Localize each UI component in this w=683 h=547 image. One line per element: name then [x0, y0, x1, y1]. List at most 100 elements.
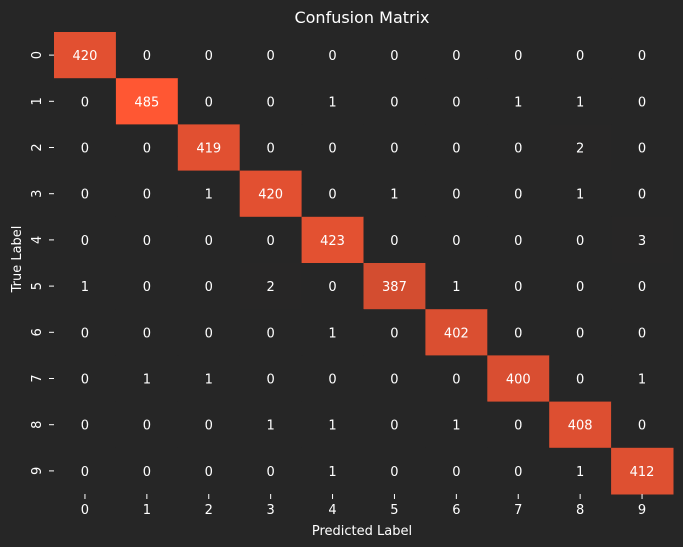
cell-value-label: 1 [205, 373, 213, 388]
cell-value-label: 0 [390, 142, 398, 157]
cell-value-label: 1 [514, 95, 522, 110]
heatmap-cell [54, 78, 117, 125]
x-tick-label: 8 [576, 503, 584, 518]
heatmap-cells [54, 32, 674, 495]
cell-value-label: 1 [576, 465, 584, 480]
heatmap-cell-labels: 420 0 0 0 0 0 0 0 0 0 0 485 0 0 1 0 0 1 1 0 0 0 419 0 0 0 0 0 2 0 0 0 1 4… [73, 49, 655, 480]
y-tick-label: 0 [30, 51, 45, 59]
cell-value-label: 0 [205, 95, 213, 110]
heatmap-cell [549, 32, 612, 79]
x-tick-label: 0 [81, 503, 89, 518]
cell-value-label: 0 [452, 465, 460, 480]
cell-value-label: 1 [143, 373, 151, 388]
cell-value-label: 0 [328, 280, 336, 295]
heatmap-cell [611, 32, 674, 79]
cell-value-label: 420 [73, 49, 98, 64]
cell-value-label: 0 [143, 280, 151, 295]
heatmap-cell [425, 78, 488, 125]
cell-value-label: 400 [506, 373, 531, 388]
heatmap-cell [54, 170, 117, 218]
heatmap-cell [487, 124, 550, 172]
cell-value-label: 0 [267, 49, 275, 64]
heatmap-cell [611, 309, 674, 356]
heatmap-cell [487, 263, 550, 310]
heatmap-cell [177, 447, 241, 495]
cell-value-label: 0 [205, 326, 213, 341]
heatmap-cell [425, 309, 488, 356]
cell-value-label: 0 [576, 280, 584, 295]
cell-value-label: 0 [452, 373, 460, 388]
cell-value-label: 1 [452, 280, 460, 295]
heatmap-cell [363, 216, 426, 264]
heatmap-cell [301, 401, 364, 449]
y-tick-label: 2 [30, 143, 45, 151]
cell-value-label: 0 [267, 234, 275, 249]
heatmap-cell [115, 355, 179, 403]
y-axis-ticks: 0 1 2 3 4 5 6 7 8 9 [30, 51, 54, 475]
y-tick-label: 1 [30, 97, 45, 105]
heatmap-cell [54, 355, 117, 403]
cell-value-label: 0 [452, 95, 460, 110]
cell-value-label: 0 [143, 188, 151, 203]
heatmap-cell [177, 263, 241, 310]
heatmap-cell [239, 216, 303, 264]
heatmap-cell [611, 216, 674, 264]
cell-value-label: 0 [267, 95, 275, 110]
cell-value-label: 0 [81, 465, 89, 480]
y-tick-label: 7 [30, 374, 45, 382]
heatmap-cell [115, 263, 179, 310]
cell-value-label: 0 [267, 326, 275, 341]
heatmap-cell [611, 401, 674, 449]
heatmap-cell [425, 124, 488, 172]
cell-value-label: 485 [134, 95, 159, 110]
cell-value-label: 0 [81, 419, 89, 434]
cell-value-label: 0 [205, 280, 213, 295]
cell-value-label: 0 [390, 234, 398, 249]
heatmap-cell [301, 32, 364, 79]
heatmap-cell [549, 355, 612, 403]
cell-value-label: 0 [328, 142, 336, 157]
heatmap-cell [177, 32, 241, 79]
y-axis-label: True Label [10, 226, 25, 294]
heatmap-cell [177, 216, 241, 264]
cell-value-label: 0 [390, 326, 398, 341]
heatmap-cell [177, 170, 241, 218]
cell-value-label: 0 [638, 49, 646, 64]
heatmap-cell [54, 263, 117, 310]
y-tick-label: 5 [30, 282, 45, 290]
cell-value-label: 0 [143, 465, 151, 480]
cell-value-label: 420 [258, 188, 283, 203]
cell-value-label: 1 [576, 95, 584, 110]
cell-value-label: 402 [444, 326, 469, 341]
x-tick-label: 6 [452, 503, 460, 518]
cell-value-label: 1 [328, 465, 336, 480]
cell-value-label: 0 [205, 465, 213, 480]
x-tick-label: 9 [638, 503, 646, 518]
heatmap-cell [611, 355, 674, 403]
heatmap-cell [425, 401, 488, 449]
heatmap-cell [177, 355, 241, 403]
heatmap-cell [549, 124, 612, 172]
heatmap-cell [115, 78, 179, 125]
cell-value-label: 0 [205, 419, 213, 434]
heatmap-cell [54, 124, 117, 172]
heatmap-cell [115, 32, 179, 79]
cell-value-label: 1 [328, 326, 336, 341]
heatmap-cell [425, 355, 488, 403]
cell-value-label: 0 [390, 49, 398, 64]
cell-value-label: 2 [267, 280, 275, 295]
cell-value-label: 0 [638, 419, 646, 434]
heatmap-cell [363, 32, 426, 79]
heatmap-cell [363, 263, 426, 310]
cell-value-label: 0 [328, 373, 336, 388]
cell-value-label: 0 [452, 188, 460, 203]
cell-value-label: 0 [390, 95, 398, 110]
x-tick-label: 5 [390, 503, 398, 518]
x-tick-label: 2 [205, 503, 213, 518]
heatmap-cell [487, 32, 550, 79]
cell-value-label: 0 [267, 373, 275, 388]
cell-value-label: 0 [390, 373, 398, 388]
heatmap-cell [239, 309, 303, 356]
cell-value-label: 0 [514, 49, 522, 64]
heatmap-cell [115, 309, 179, 356]
